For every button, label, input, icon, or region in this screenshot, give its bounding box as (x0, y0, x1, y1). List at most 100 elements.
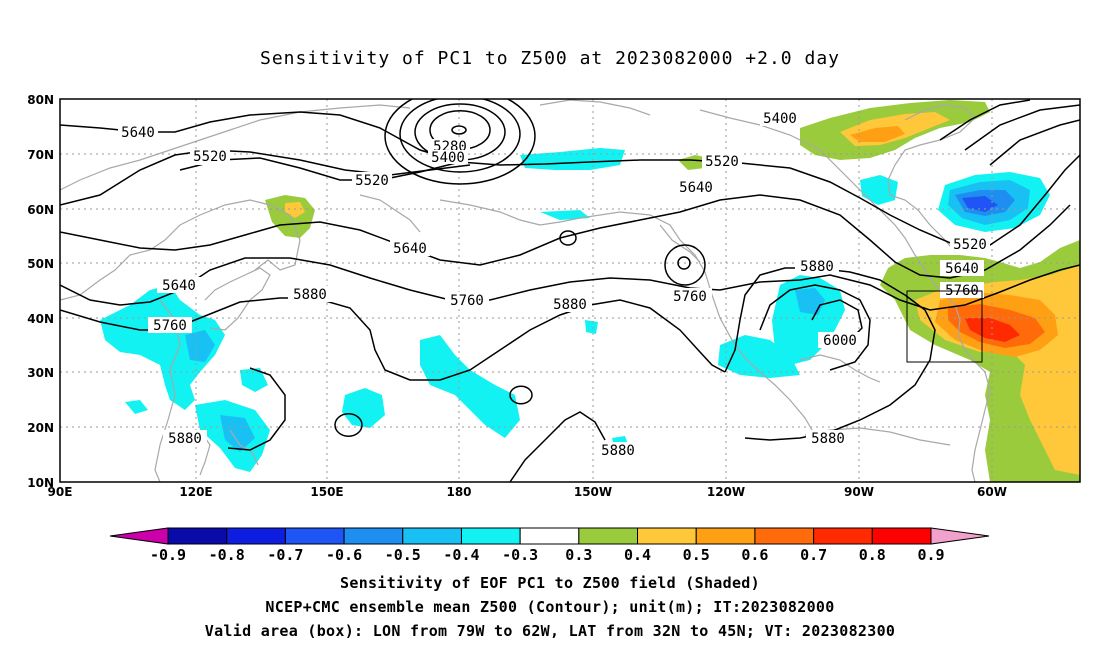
contour-label: 5520 (702, 153, 742, 170)
x-tick-label: 150E (310, 485, 343, 499)
svg-text:5880: 5880 (168, 431, 202, 447)
x-tick-label: 90E (48, 485, 73, 499)
x-tick-label: 120E (179, 485, 212, 499)
svg-text:5520: 5520 (705, 154, 739, 170)
plot-frame (59, 98, 1081, 483)
y-tick-label: 50N (27, 257, 54, 271)
x-tick-label: 60W (977, 485, 1007, 499)
footer-line-3: Valid area (box): LON from 79W to 62W, L… (204, 622, 896, 640)
contour-label: 5640 (390, 240, 430, 257)
colorbar-tick-label: 0.5 (683, 546, 710, 564)
colorbar-cell (460, 527, 521, 545)
x-tick-label: 120W (707, 485, 745, 499)
contour-label: 5400 (428, 150, 468, 166)
negative-region-pacific (420, 335, 520, 438)
colorbar-cell (402, 527, 462, 545)
colorbar-cell (695, 527, 756, 545)
colorbar-tick-label: 0.3 (565, 546, 592, 564)
positive-region-greenland-orange (850, 126, 905, 142)
y-tick-label: 10N (27, 476, 54, 490)
svg-text:5520: 5520 (953, 237, 987, 253)
svg-text:5880: 5880 (601, 443, 635, 459)
colorbar: -0.9 -0.8 -0.7 -0.6 -0.5 -0.4 -0.3 0.3 0.4 0.5 0.6… (109, 527, 990, 564)
contour-label: 5760 (445, 292, 489, 309)
colorbar-cell (578, 527, 639, 545)
colorbar-cell (754, 527, 815, 545)
gridlines (60, 99, 1080, 482)
colorbar-tick-label: 0.9 (917, 546, 944, 564)
contour-label: 5520 (352, 172, 392, 189)
svg-text:5400: 5400 (763, 111, 797, 127)
svg-text:5640: 5640 (679, 180, 713, 196)
colorbar-cell (871, 527, 932, 545)
svg-text:5880: 5880 (800, 259, 834, 275)
contour-label: 5760 (668, 288, 712, 305)
y-tick-label: 80N (27, 93, 54, 107)
y-tick-label: 70N (27, 148, 54, 162)
contour-label: 5880 (596, 442, 640, 459)
colorbar-tick-label: -0.8 (209, 546, 245, 564)
svg-text:5760: 5760 (673, 289, 707, 305)
x-tick-label: 180 (446, 485, 471, 499)
svg-text:5520: 5520 (355, 173, 389, 189)
svg-text:5640: 5640 (393, 241, 427, 257)
valid-area-box (906, 290, 983, 363)
contour-label: 5760 (148, 317, 192, 334)
contour-label: 6000 (818, 332, 862, 349)
svg-text:5640: 5640 (121, 125, 155, 141)
svg-text:5400: 5400 (431, 150, 465, 166)
colorbar-tick-label: -0.9 (150, 546, 186, 564)
contour-label: 5640 (940, 260, 984, 277)
svg-text:5880: 5880 (811, 431, 845, 447)
contour-label: 5520 (950, 236, 990, 253)
colorbar-tick-label: -0.3 (502, 546, 538, 564)
contour-label: 5880 (795, 258, 839, 275)
svg-text:5880: 5880 (553, 297, 587, 313)
colorbar-tick-label: 0.8 (859, 546, 886, 564)
colorbar-low-arrow (109, 527, 169, 545)
colorbar-tick-label: 0.6 (741, 546, 768, 564)
svg-text:5760: 5760 (450, 293, 484, 309)
contour-label: 5640 (676, 179, 716, 196)
x-axis: 90E 120E 150E 180 150W 120W 90W 60W (48, 485, 1007, 499)
colorbar-cell (637, 527, 697, 545)
svg-text:5760: 5760 (153, 318, 187, 334)
colorbar-tick-label: 0.4 (624, 546, 651, 564)
colorbar-tick-label: -0.5 (385, 546, 421, 564)
colorbar-cell (813, 527, 873, 545)
map-title: Sensitivity of PC1 to Z500 at 2023082000… (259, 48, 840, 69)
svg-text:6000: 6000 (823, 333, 857, 349)
colorbar-cell (226, 527, 286, 545)
colorbar-high-arrow (930, 527, 990, 545)
y-axis: 80N 70N 60N 50N 40N 30N 20N 10N (27, 93, 54, 490)
contour-label: 5520 (190, 149, 230, 165)
colorbar-tick-label: -0.4 (443, 546, 479, 564)
x-tick-label: 90W (844, 485, 874, 499)
colorbar-tick-label: -0.6 (326, 546, 362, 564)
negative-region-japan (100, 285, 225, 410)
y-tick-label: 20N (27, 421, 54, 435)
footer-line-1: Sensitivity of EOF PC1 to Z500 field (Sh… (340, 574, 760, 592)
svg-text:5520: 5520 (193, 149, 227, 165)
contour-label: 5760 (940, 282, 984, 299)
colorbar-tick-label: -0.7 (267, 546, 303, 564)
footer-line-2: NCEP+CMC ensemble mean Z500 (Contour); u… (265, 598, 835, 616)
y-tick-label: 30N (27, 366, 54, 380)
y-tick-label: 40N (27, 312, 54, 326)
colorbar-cell (284, 527, 345, 545)
contour-label: 5640 (157, 277, 201, 294)
contour-label: 5880 (288, 286, 332, 303)
contour-label: 5880 (548, 296, 592, 313)
contour-label: 5640 (118, 124, 158, 141)
negative-region-gulf (772, 275, 845, 365)
contour-labels: 5640 5520 5280 5400 5520 5400 5520 5640 … (118, 110, 990, 459)
colorbar-tick-label: 0.7 (800, 546, 827, 564)
positive-region-east-red (965, 318, 1020, 342)
colorbar-cell (519, 527, 580, 545)
contour-label: 5880 (806, 430, 850, 447)
x-tick-label: 150W (574, 485, 612, 499)
contour-label: 5400 (760, 110, 800, 127)
svg-text:5640: 5640 (945, 261, 979, 277)
contour-label: 5880 (163, 430, 207, 447)
